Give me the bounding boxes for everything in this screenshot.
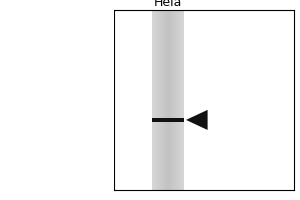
Bar [156,10,157,190]
Bar [160,10,161,190]
Bar [174,10,175,190]
Bar [169,10,170,190]
Bar [183,10,184,190]
Bar [154,10,155,190]
Bar [152,118,184,122]
Bar [158,10,159,190]
Bar [175,10,176,190]
Bar [170,10,171,190]
Bar [182,10,183,190]
Bar [178,10,179,190]
Bar [164,10,165,190]
Bar [179,10,180,190]
Bar [163,10,164,190]
Bar [180,10,181,190]
Bar [177,10,178,190]
Bar [168,10,169,190]
Bar [165,10,166,190]
Bar [167,10,168,190]
Bar [171,10,172,190]
Bar [161,10,162,190]
Polygon shape [186,110,208,130]
Bar [152,10,153,190]
Bar [157,10,158,190]
Bar [172,10,173,190]
Bar [166,10,167,190]
Bar [159,10,160,190]
Bar [155,10,156,190]
Bar [153,10,154,190]
Text: Hela: Hela [154,0,182,9]
Bar [173,10,174,190]
Bar [176,10,177,190]
Bar [181,10,182,190]
Bar [162,10,163,190]
